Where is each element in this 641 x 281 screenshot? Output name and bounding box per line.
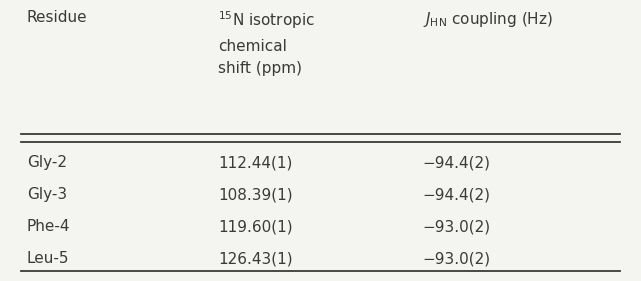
Text: −94.4(2): −94.4(2) (422, 155, 490, 170)
Text: Residue: Residue (27, 10, 88, 25)
Text: $^{15}$N isotropic
chemical
shift (ppm): $^{15}$N isotropic chemical shift (ppm) (219, 10, 315, 76)
Text: Phe-4: Phe-4 (27, 219, 71, 234)
Text: −93.0(2): −93.0(2) (422, 251, 491, 266)
Text: Gly-2: Gly-2 (27, 155, 67, 170)
Text: $J_{\mathrm{HN}}$ coupling (Hz): $J_{\mathrm{HN}}$ coupling (Hz) (422, 10, 553, 29)
Text: 119.60(1): 119.60(1) (219, 219, 293, 234)
Text: 108.39(1): 108.39(1) (219, 187, 293, 202)
Text: 112.44(1): 112.44(1) (219, 155, 293, 170)
Text: Gly-3: Gly-3 (27, 187, 67, 202)
Text: Leu-5: Leu-5 (27, 251, 69, 266)
Text: 126.43(1): 126.43(1) (219, 251, 293, 266)
Text: −93.0(2): −93.0(2) (422, 219, 491, 234)
Text: −94.4(2): −94.4(2) (422, 187, 490, 202)
